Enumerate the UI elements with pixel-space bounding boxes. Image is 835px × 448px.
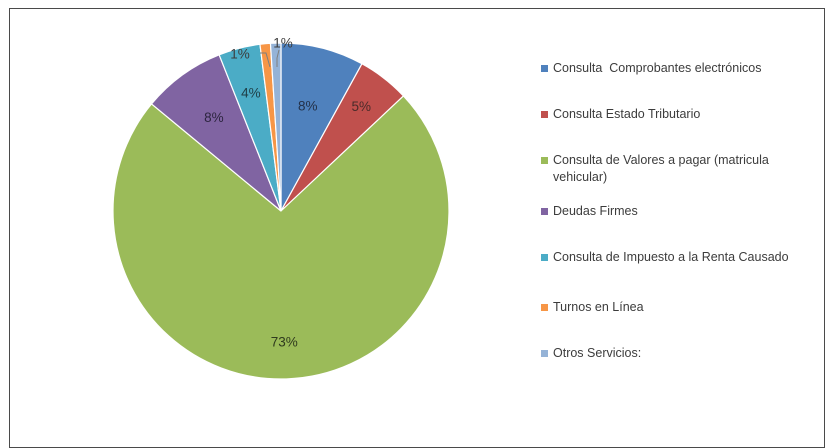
legend-swatch <box>541 157 548 164</box>
data-label: 1% <box>230 47 250 62</box>
legend-swatch <box>541 350 548 357</box>
data-label: 1% <box>273 36 293 51</box>
pie-slice-3 <box>112 95 450 380</box>
legend-swatch <box>541 111 548 118</box>
pie-chart: 8% 5% 73% 8% 4% 1% 1% <box>112 36 450 380</box>
legend-swatch <box>541 65 548 72</box>
legend-swatch <box>541 254 548 261</box>
legend-item-estado-tributario: Consulta Estado Tributario <box>541 106 700 123</box>
legend-label: Turnos en Línea <box>553 300 644 314</box>
legend-item-deudas-firmes: Deudas Firmes <box>541 203 638 220</box>
legend-item-impuesto-renta: Consulta de Impuesto a la Renta Causado <box>541 249 789 266</box>
legend-swatch <box>541 208 548 215</box>
data-label: 8% <box>204 110 224 125</box>
legend-label: Consulta Comprobantes electrónicos <box>553 61 762 75</box>
legend-item-turnos: Turnos en Línea <box>541 299 644 316</box>
legend-label: Consulta de Valores a pagar (matricula v… <box>553 153 773 184</box>
legend-label: Deudas Firmes <box>553 204 638 218</box>
data-label: 5% <box>352 99 372 114</box>
legend-label: Consulta de Impuesto a la Renta Causado <box>553 250 789 264</box>
data-label: 4% <box>241 85 261 100</box>
legend-label: Otros Servicios: <box>553 346 642 360</box>
leader-line <box>260 52 271 68</box>
leader-line <box>276 49 280 67</box>
legend-item-valores-pagar: Consulta de Valores a pagar (matricula v… <box>541 152 811 186</box>
legend-item-otros: Otros Servicios: <box>541 345 641 362</box>
data-label: 73% <box>271 335 298 350</box>
legend-swatch <box>541 304 548 311</box>
data-label: 8% <box>298 98 318 113</box>
legend-label: Consulta Estado Tributario <box>553 107 701 121</box>
legend-item-comprobantes: Consulta Comprobantes electrónicos <box>541 60 761 77</box>
pie-slice-7 <box>269 42 282 212</box>
